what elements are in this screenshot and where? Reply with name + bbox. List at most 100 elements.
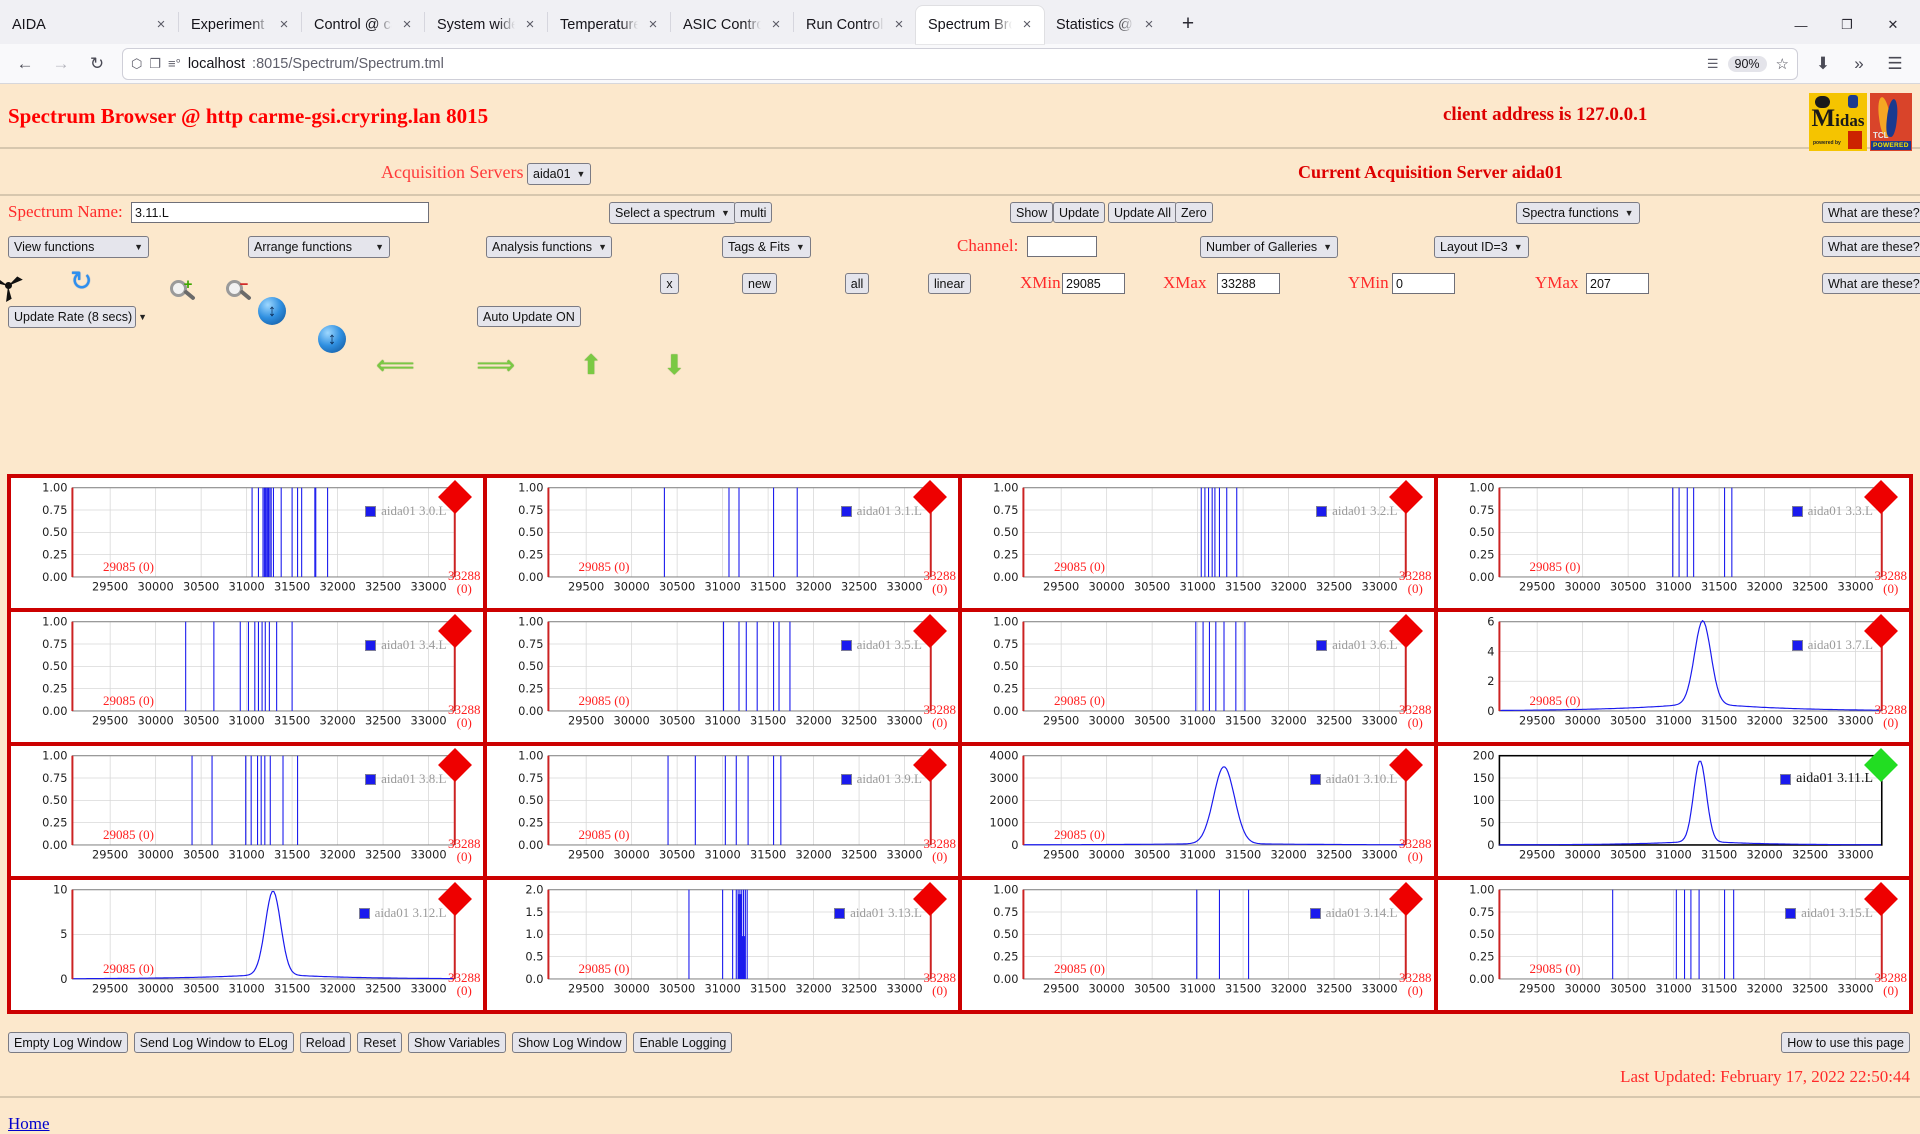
how-to-use-this-page-button[interactable]: How to use this page <box>1781 1032 1910 1053</box>
spectrum-panel[interactable]: 1.00 0.75 0.50 0.25 0.00 29500 30000 30500 31000… <box>960 878 1436 1012</box>
back-button[interactable]: ← <box>16 53 34 73</box>
spectrum-panel[interactable]: 1.00 0.75 0.50 0.25 0.00 29500 30000 30500 31000… <box>484 476 960 610</box>
new-tab-button[interactable]: + <box>1181 12 1195 35</box>
svg-text:32500: 32500 <box>840 715 876 728</box>
spectrum-panel[interactable]: 10 5 0 29500 30000 30500 31000 31500 32000 32500 3… <box>9 878 485 1012</box>
spectrum-panel[interactable]: 1.00 0.75 0.50 0.25 0.00 29500 30000 30500 31000… <box>1435 476 1911 610</box>
spectrum-panel[interactable]: 1.00 0.75 0.50 0.25 0.00 29500 30000 30500 31000… <box>484 610 960 744</box>
auto-update-button[interactable]: Auto Update ON <box>477 306 581 327</box>
reset-button[interactable]: Reset <box>357 1032 402 1053</box>
reload-button[interactable]: ↻ <box>89 53 105 73</box>
show-log-window-button[interactable]: Show Log Window <box>511 1032 628 1053</box>
view-functions-dropdown[interactable]: View functions ▼ <box>8 236 149 258</box>
xmax-input[interactable]: 33288 <box>1217 273 1280 294</box>
browser-tab-2[interactable]: Control @ carme-gsi × <box>302 6 424 44</box>
empty-log-window-button[interactable]: Empty Log Window <box>8 1032 128 1053</box>
spectrum-panel[interactable]: 200 150 100 50 0 29500 30000 30500 31000 31500 320… <box>1435 744 1911 878</box>
tab-close-icon[interactable]: × <box>1022 16 1032 33</box>
multi-button[interactable]: multi <box>734 202 773 223</box>
update-rate-dropdown[interactable]: Update Rate (8 secs) ▼ <box>8 306 147 328</box>
ymax-input[interactable]: 207 <box>1586 273 1649 294</box>
new-button[interactable]: new <box>742 273 777 294</box>
maximize-button[interactable]: ❐ <box>1841 17 1853 32</box>
ymin-input[interactable]: 0 <box>1392 273 1455 294</box>
spectrum-panel[interactable]: 1.00 0.75 0.50 0.25 0.00 29500 30000 30500 31000… <box>960 476 1436 610</box>
url-bar[interactable]: ⬡ ❐ ≡° localhost:8015/Spectrum/Spectrum.… <box>122 47 1798 80</box>
spectrum-panel[interactable]: 1.00 0.75 0.50 0.25 0.00 29500 30000 30500 31000… <box>1435 878 1911 1012</box>
reload-button[interactable]: Reload <box>299 1032 352 1053</box>
channel-input[interactable] <box>1027 236 1097 257</box>
spectrum-panel[interactable]: 6 4 2 0 29500 30000 30500 31000 31500 32000 32500 3… <box>1435 610 1911 744</box>
browser-tab-0[interactable]: AIDA × <box>0 6 178 44</box>
tab-close-icon[interactable]: × <box>402 16 412 33</box>
linear-button[interactable]: linear <box>928 273 971 294</box>
tab-close-icon[interactable]: × <box>894 16 904 33</box>
panel-xmax-annotation: 33288 (0) <box>1399 969 1432 999</box>
bookmark-star-icon[interactable]: ☆ <box>1775 55 1789 73</box>
forward-button[interactable]: → <box>52 53 70 73</box>
spectrum-panel[interactable]: 1.00 0.75 0.50 0.25 0.00 29500 30000 30500 31000… <box>9 610 485 744</box>
downloads-icon[interactable]: ⬇ <box>1815 53 1831 73</box>
svg-text:0: 0 <box>1487 839 1494 852</box>
what-are-these-button-3[interactable]: What are these? <box>1822 273 1920 294</box>
spectrum-name-input[interactable]: 3.11.L <box>131 202 429 223</box>
panel-xmin-annotation: 29085 (0) <box>103 559 154 574</box>
browser-tab-3[interactable]: System wide Checks @ c × <box>425 6 547 44</box>
enable-logging-button[interactable]: Enable Logging <box>633 1032 733 1053</box>
arrow-right-icon[interactable]: ⟹ <box>476 350 516 380</box>
tab-close-icon[interactable]: × <box>156 16 166 33</box>
browser-tab-6[interactable]: Run Control @ carme-gs × <box>794 6 916 44</box>
what-are-these-button-2[interactable]: What are these? <box>1822 236 1920 257</box>
all-button[interactable]: all <box>845 273 869 294</box>
browser-tab-8[interactable]: Statistics @ carme-gsi × <box>1044 6 1166 44</box>
spectra-functions-dropdown[interactable]: Spectra functions ▼ <box>1516 202 1640 224</box>
browser-tab-5[interactable]: ASIC Control @ carme-g × <box>671 6 793 44</box>
spectrum-panel[interactable]: 1.00 0.75 0.50 0.25 0.00 29500 30000 30500 31000… <box>9 476 485 610</box>
update-all-button[interactable]: Update All <box>1108 202 1177 223</box>
reader-view-icon[interactable]: ☰ <box>1706 55 1719 71</box>
arrow-left-icon[interactable]: ⟸ <box>376 350 415 380</box>
browser-tab-4[interactable]: Temperature and status s × <box>548 6 670 44</box>
overflow-icon[interactable]: » <box>1854 53 1864 73</box>
select-a-spectrum-dropdown[interactable]: Select a spectrum ▼ <box>609 202 736 224</box>
page-icon: ❐ <box>149 55 162 71</box>
tab-close-icon[interactable]: × <box>279 16 289 33</box>
spectrum-panel[interactable]: 1.00 0.75 0.50 0.25 0.00 29500 30000 30500 31000… <box>484 744 960 878</box>
arrange-functions-dropdown[interactable]: Arrange functions ▼ <box>248 236 390 258</box>
arrow-down-icon[interactable]: ⬇ <box>662 350 686 380</box>
update-button[interactable]: Update <box>1053 202 1106 223</box>
acquisition-server-select[interactable]: aida01 ▼ <box>527 163 592 185</box>
zoom-level-badge[interactable]: 90% <box>1727 55 1767 72</box>
arrow-up-icon[interactable]: ⬆ <box>579 350 603 380</box>
home-link[interactable]: Home <box>8 1114 50 1133</box>
spectrum-panel[interactable]: 1.00 0.75 0.50 0.25 0.00 29500 30000 30500 31000… <box>960 610 1436 744</box>
send-log-to-elog-button[interactable]: Send Log Window to ELog <box>133 1032 294 1053</box>
tab-close-icon[interactable]: × <box>648 16 658 33</box>
tags-and-fits-dropdown[interactable]: Tags & Fits ▼ <box>722 236 811 258</box>
minimize-button[interactable]: — <box>1794 17 1808 33</box>
refresh-icon[interactable]: ↻ <box>70 266 93 296</box>
x-button[interactable]: x <box>660 273 679 294</box>
what-are-these-button-1[interactable]: What are these? <box>1822 202 1920 223</box>
browser-tab-7[interactable]: Spectrum Browser @ car × <box>916 6 1044 44</box>
tab-close-icon[interactable]: × <box>1144 16 1154 33</box>
tab-close-icon[interactable]: × <box>771 16 781 33</box>
spectrum-panel[interactable]: 1.00 0.75 0.50 0.25 0.00 29500 30000 30500 31000… <box>9 744 485 878</box>
browser-tab-1[interactable]: Experiment Control @ ca × <box>179 6 301 44</box>
collapse-icon[interactable]: ↕ <box>258 297 1920 325</box>
tab-close-icon[interactable]: × <box>525 16 535 33</box>
zero-button[interactable]: Zero <box>1175 202 1213 223</box>
xmin-input[interactable]: 29085 <box>1062 273 1125 294</box>
analysis-functions-dropdown[interactable]: Analysis functions ▼ <box>486 236 612 258</box>
close-window-button[interactable]: ✕ <box>1887 17 1899 32</box>
show-variables-button[interactable]: Show Variables <box>408 1032 506 1053</box>
number-of-galleries-dropdown[interactable]: Number of Galleries ▼ <box>1200 236 1339 258</box>
app-menu-icon[interactable]: ☰ <box>1887 53 1903 73</box>
show-button[interactable]: Show <box>1010 202 1054 223</box>
expand-icon[interactable]: ↕ <box>318 325 1920 353</box>
svg-text:32500: 32500 <box>1791 849 1827 862</box>
spectrum-panel[interactable]: 4000 3000 2000 1000 0 29500 30000 30500 31000 315… <box>960 744 1436 878</box>
layout-id-dropdown[interactable]: Layout ID=3 ▼ <box>1434 236 1529 258</box>
spectrum-panel[interactable]: 2.0 1.5 1.0 0.5 0.0 29500 30000 30500 31000 31500… <box>484 878 960 1012</box>
spectrum-name-label: Spectrum Name: <box>8 202 123 221</box>
